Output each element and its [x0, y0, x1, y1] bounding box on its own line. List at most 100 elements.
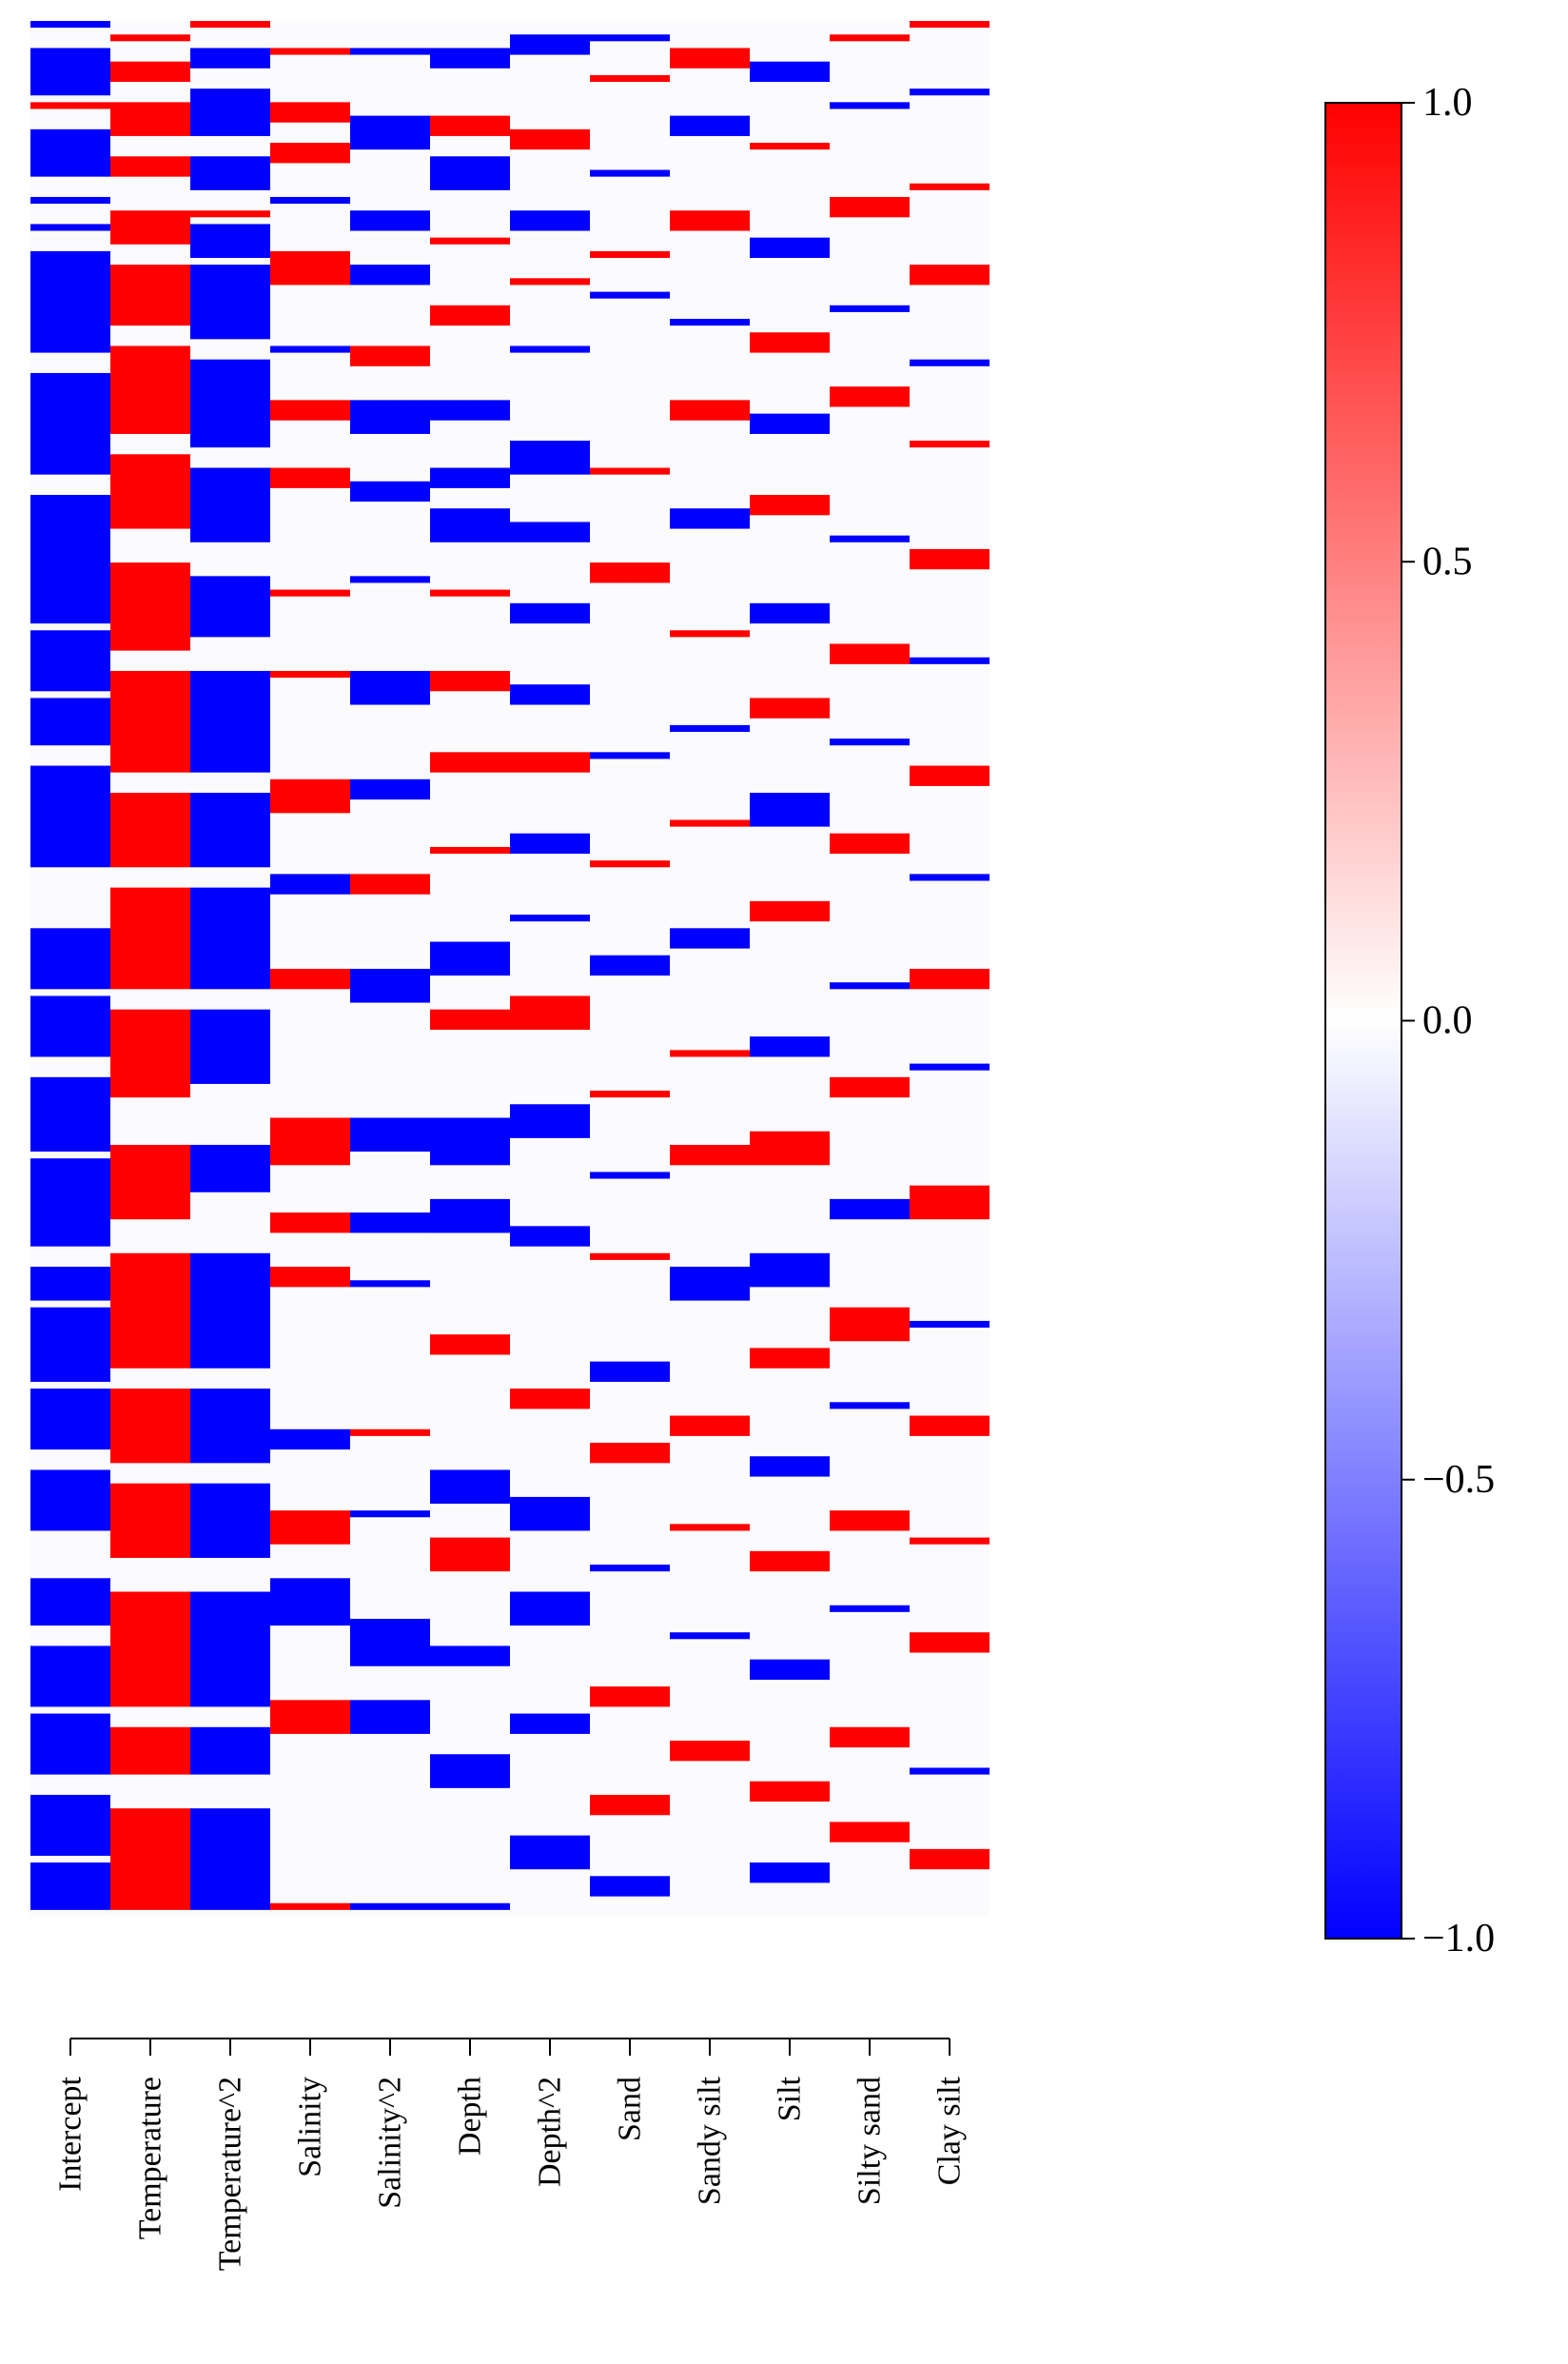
heatmap-cell-sand-149 — [590, 34, 670, 42]
heatmap-cell-temperature-31 — [110, 345, 190, 434]
heatmap-panel — [30, 21, 990, 1917]
heatmap-cell-intercept-5 — [30, 224, 110, 231]
heatmap-cell-depth-2-129 — [510, 34, 590, 55]
heatmap-cell-intercept-14 — [30, 1076, 110, 1152]
heatmap-cell-depth-120 — [430, 1009, 510, 1031]
heatmap-cell-temperature-2-64 — [190, 1726, 270, 1775]
x-tick-label-sandy-silt: Sandy silt — [693, 2076, 728, 2205]
heatmap-cell-temperature-38 — [110, 1144, 190, 1220]
heatmap-cell-depth-126 — [430, 1645, 510, 1666]
heatmap-cell-salinity-76 — [270, 778, 350, 814]
heatmap-cell-salinity-86 — [270, 1902, 350, 1910]
x-tick-label-sand: Sand — [613, 2077, 648, 2141]
heatmap-cell-sandy-silt-175 — [670, 724, 750, 732]
heatmap-cell-clay-silt-235 — [910, 1320, 990, 1329]
heatmap-cell-sand-156 — [590, 752, 670, 759]
heatmap-cell-temperature-26 — [110, 61, 190, 83]
heatmap-cell-clay-silt-222 — [910, 21, 990, 29]
heatmap-cell-clay-silt-239 — [910, 1767, 990, 1775]
heatmap-cell-silt-199 — [750, 1456, 830, 1477]
heatmap-cell-silty-sand-211 — [830, 739, 910, 746]
heatmap-cell-salinity-79 — [270, 1117, 350, 1166]
heatmap-cell-depth-2-131 — [510, 210, 590, 231]
heatmap-cell-depth-2-133 — [510, 345, 590, 353]
heatmap-cell-intercept-12 — [30, 928, 110, 990]
heatmap-cell-sandy-silt-180 — [670, 1267, 750, 1301]
heatmap-cell-salinity-68 — [270, 143, 350, 164]
heatmap-cell-intercept-10 — [30, 698, 110, 746]
heatmap-cell-depth-111 — [430, 305, 510, 326]
heatmap-cell-salinity-2-91 — [350, 345, 430, 366]
heatmap-cell-silt-189 — [750, 413, 830, 434]
colorbar-tick-label-4: −1.0 — [1422, 1917, 1495, 1960]
heatmap-cell-temperature-2-57 — [190, 887, 270, 990]
heatmap-cell-clay-silt-233 — [910, 1063, 990, 1071]
heatmap-cell-temperature-29 — [110, 210, 190, 245]
heatmap-cell-clay-silt-224 — [910, 183, 990, 190]
heatmap-cell-depth-124 — [430, 1469, 510, 1505]
heatmap-cell-depth-109 — [430, 156, 510, 190]
heatmap-cell-sandy-silt-169 — [670, 115, 750, 136]
heatmap-cell-sand-161 — [590, 1252, 670, 1260]
colorbar: 1.0 0.5 0.0 −0.5 −1.0 — [1324, 81, 1495, 1960]
heatmap-cell-depth-2-143 — [510, 1226, 590, 1247]
heatmap-cell-salinity-2-101 — [350, 1280, 430, 1288]
x-tick-label-silty-sand: Silty sand — [853, 2077, 888, 2205]
heatmap-cell-intercept-19 — [30, 1469, 110, 1531]
colorbar-ticks: 1.0 0.5 0.0 −0.5 −1.0 — [1401, 81, 1495, 1960]
heatmap-cell-depth-113 — [430, 467, 510, 488]
heatmap-cell-silty-sand-221 — [830, 1822, 910, 1842]
heatmap-cell-sand-152 — [590, 250, 670, 258]
heatmap-cell-intercept-13 — [30, 995, 110, 1057]
heatmap-cell-temperature-2-50 — [190, 224, 270, 258]
heatmap-cell-silty-sand-206 — [830, 196, 910, 218]
heatmap-cell-salinity-70 — [270, 250, 350, 286]
heatmap-cell-sandy-silt-168 — [670, 48, 750, 69]
colorbar-tick-label-0: 1.0 — [1422, 81, 1473, 125]
heatmap-cell-salinity-2-104 — [350, 1618, 430, 1666]
x-tick-label-salinity-2: Salinity^2 — [373, 2077, 408, 2209]
heatmap-cell-temperature-42 — [110, 1591, 190, 1707]
heatmap-cell-temperature-2-58 — [190, 1009, 270, 1084]
heatmap-cell-depth-2-148 — [510, 1835, 590, 1870]
heatmap-cell-salinity-2-88 — [350, 115, 430, 150]
heatmap-cell-depth-2-138 — [510, 752, 590, 773]
heatmap-cell-sand-159 — [590, 1091, 670, 1098]
heatmap-cell-sandy-silt-181 — [670, 1415, 750, 1436]
heatmap-cell-depth-2-135 — [510, 522, 590, 542]
heatmap-cell-temperature-36 — [110, 887, 190, 990]
heatmap-cell-temperature-2-48 — [190, 156, 270, 190]
heatmap-cell-sand-162 — [590, 1361, 670, 1382]
heatmap-cell-temperature-2-53 — [190, 467, 270, 542]
heatmap-cell-salinity-2-100 — [350, 1212, 430, 1233]
x-tick-label-temperature-2: Temperature^2 — [213, 2077, 248, 2271]
heatmap-cell-depth-2-147 — [510, 1713, 590, 1734]
heatmap-cell-clay-silt-234 — [910, 1185, 990, 1220]
heatmap-cell-clay-silt-228 — [910, 548, 990, 570]
heatmap-cell-silt-194 — [750, 900, 830, 922]
heatmap-cell-depth-127 — [430, 1754, 510, 1788]
heatmap-cell-depth-2-144 — [510, 1389, 590, 1409]
heatmap-cell-depth-2-132 — [510, 278, 590, 286]
heatmap-cell-clay-silt-231 — [910, 874, 990, 881]
heatmap-cell-salinity-78 — [270, 969, 350, 990]
heatmap-cell-intercept-20 — [30, 1578, 110, 1626]
heatmap-cell-silt-202 — [750, 1781, 830, 1803]
heatmap-cell-temperature-2-55 — [190, 670, 270, 773]
heatmap-cell-silt-200 — [750, 1550, 830, 1572]
heatmap-cell-temperature-2-46 — [190, 48, 270, 69]
heatmap-cell-salinity-80 — [270, 1212, 350, 1233]
heatmap-cell-salinity-2-97 — [350, 874, 430, 895]
heatmap-cell-sandy-silt-174 — [670, 630, 750, 638]
heatmap-cell-depth-125 — [430, 1537, 510, 1572]
heatmap-cell-temperature-35 — [110, 793, 190, 868]
heatmap-cell-silty-sand-207 — [830, 305, 910, 312]
heatmap-cell-sandy-silt-173 — [670, 508, 750, 529]
heatmap-cell-salinity-2-99 — [350, 1117, 430, 1152]
heatmap-cell-salinity-71 — [270, 345, 350, 353]
heatmap-cell-sandy-silt-182 — [670, 1524, 750, 1531]
heatmap-cell-depth-110 — [430, 237, 510, 245]
heatmap-cell-silt-192 — [750, 698, 830, 719]
heatmap-cell-clay-silt-230 — [910, 765, 990, 786]
heatmap-cell-silty-sand-208 — [830, 386, 910, 407]
